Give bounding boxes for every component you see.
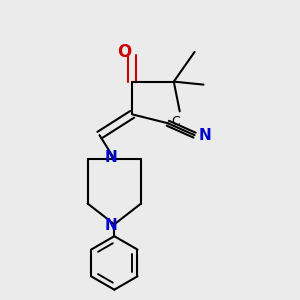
Text: C: C	[171, 115, 180, 128]
Text: N: N	[199, 128, 212, 142]
Text: N: N	[105, 150, 118, 165]
Text: O: O	[118, 43, 132, 61]
Text: N: N	[105, 218, 118, 233]
